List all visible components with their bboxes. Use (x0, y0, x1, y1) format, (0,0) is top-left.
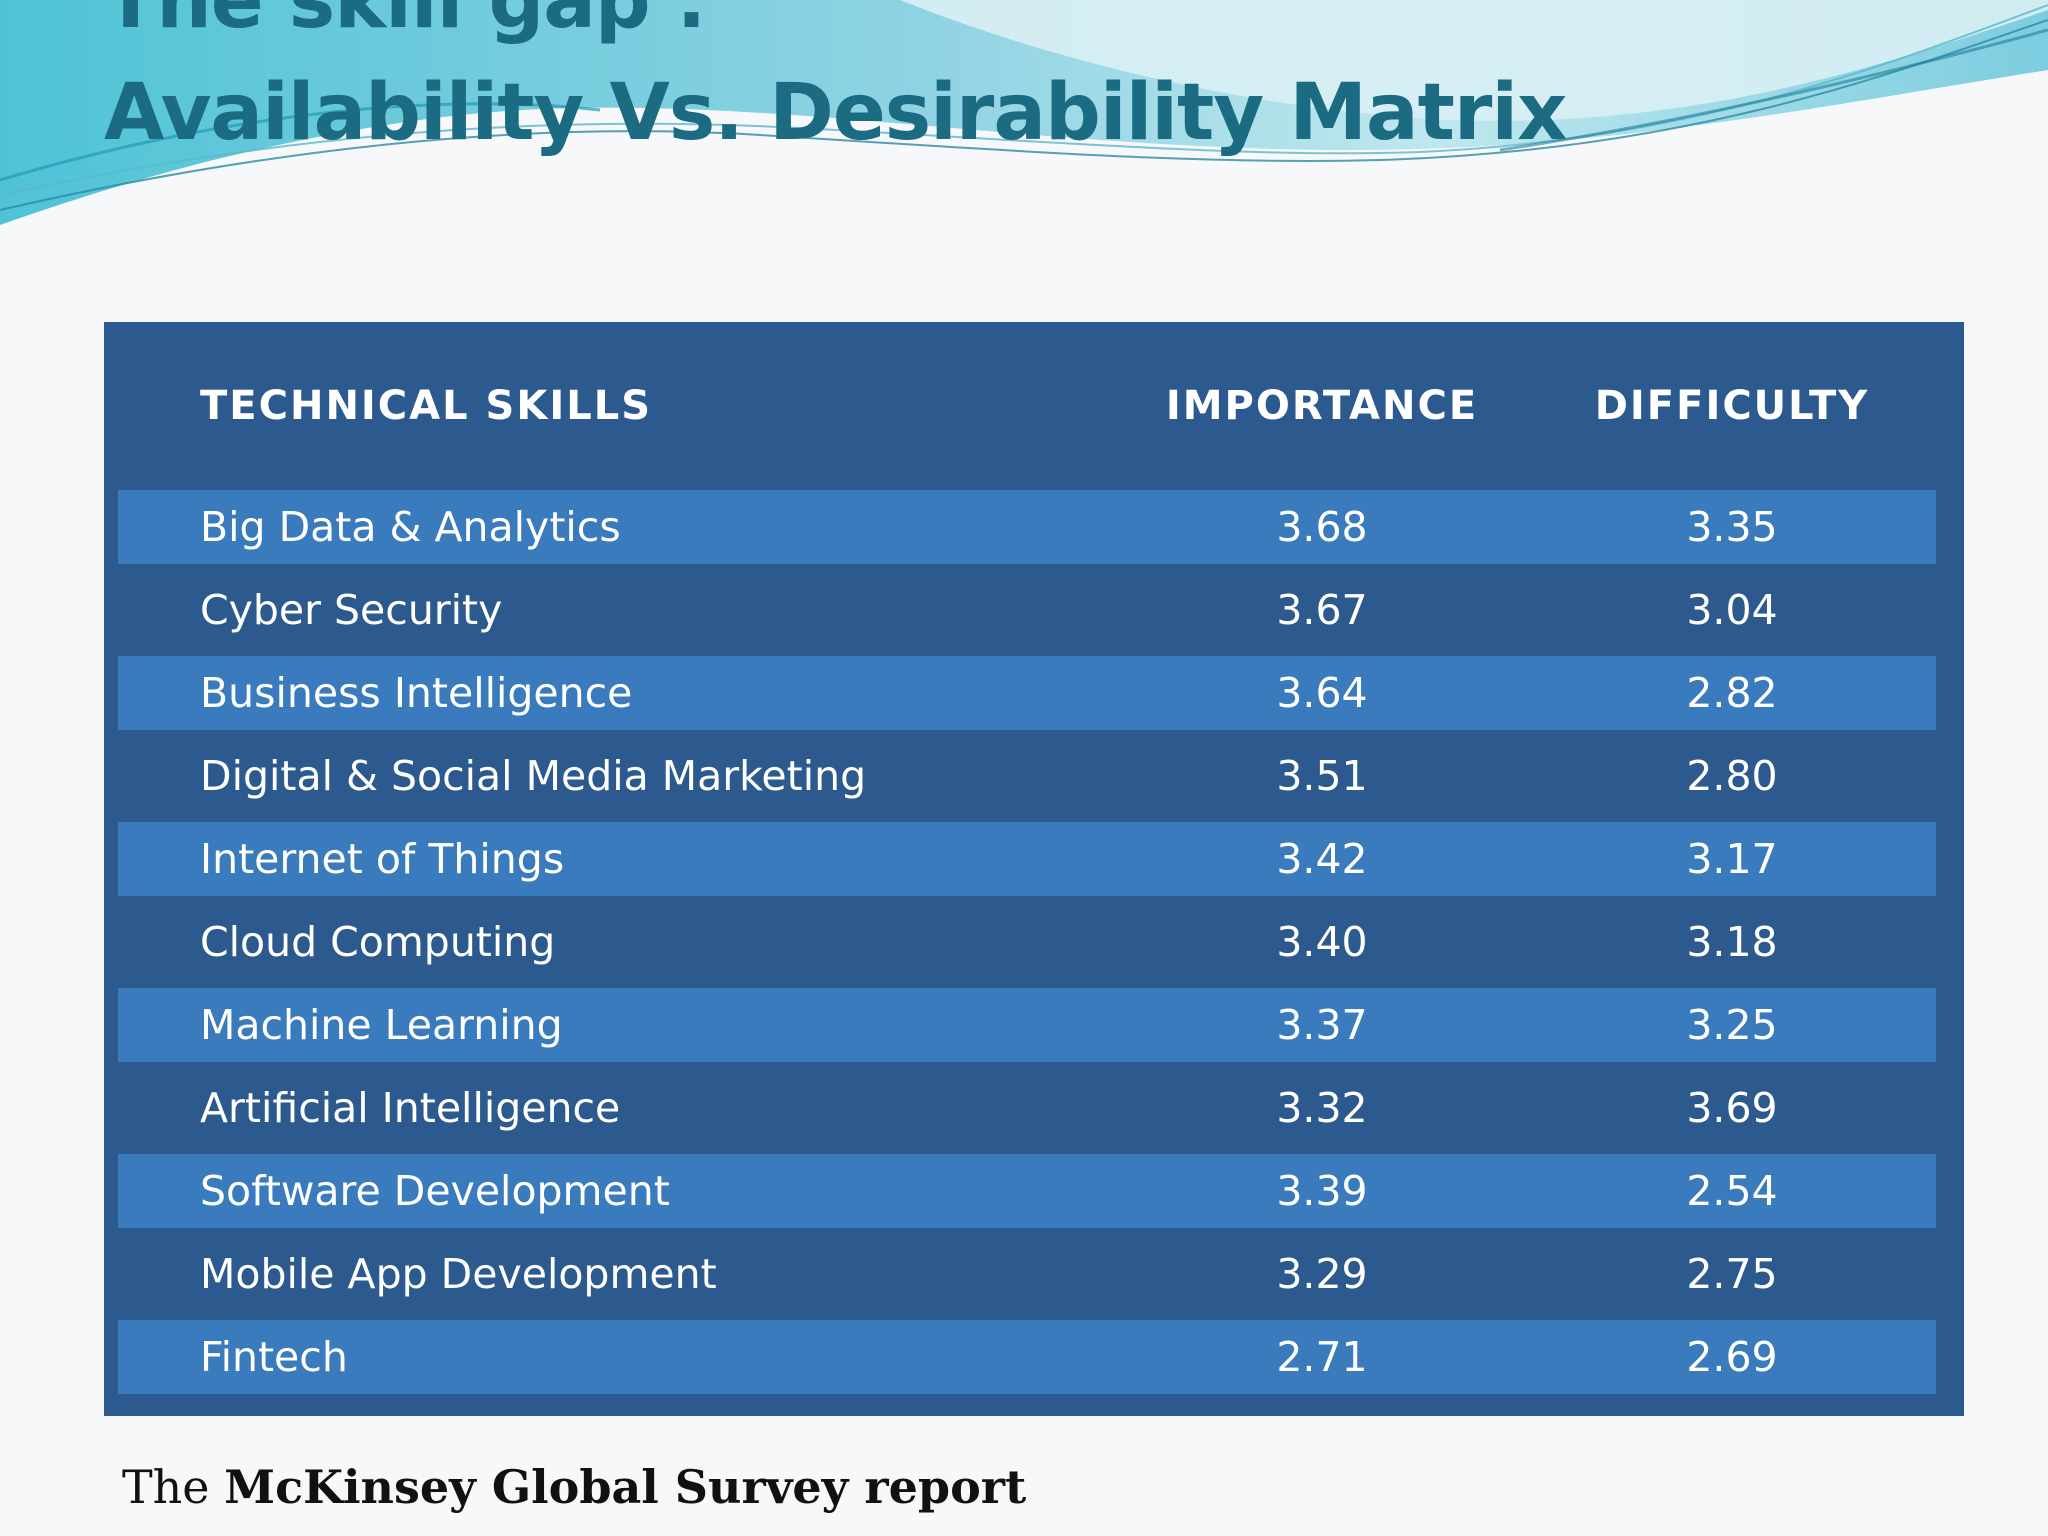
importance-cell: 3.68 (1276, 503, 1368, 551)
difficulty-cell: 2.80 (1686, 752, 1778, 800)
difficulty-cell: 3.17 (1686, 835, 1778, 883)
slide-title-line-1: The skill gap : (104, 0, 707, 46)
skill-name-cell: Business Intelligence (200, 669, 633, 717)
importance-cell: 3.67 (1276, 586, 1368, 634)
skill-name-cell: Internet of Things (200, 835, 565, 883)
difficulty-cell: 3.69 (1686, 1084, 1778, 1132)
skill-name-cell: Fintech (200, 1333, 348, 1381)
table-header-row: TECHNICAL SKILLS IMPORTANCE DIFFICULTY (104, 322, 1964, 490)
table-row: Big Data & Analytics 3.68 3.35 (118, 490, 1936, 564)
difficulty-cell: 2.54 (1686, 1167, 1778, 1215)
importance-cell: 3.40 (1276, 918, 1368, 966)
difficulty-cell: 3.25 (1686, 1001, 1778, 1049)
source-caption: The McKinsey Global Survey report (122, 1462, 1026, 1513)
skill-name-cell: Big Data & Analytics (200, 503, 621, 551)
difficulty-cell: 2.82 (1686, 669, 1778, 717)
source-name: McKinsey Global Survey report (224, 1460, 1027, 1514)
importance-cell: 3.32 (1276, 1084, 1368, 1132)
skill-name-cell: Digital & Social Media Marketing (200, 752, 867, 800)
skills-table: TECHNICAL SKILLS IMPORTANCE DIFFICULTY B… (104, 322, 1964, 1416)
table-row: Internet of Things 3.42 3.17 (118, 822, 1936, 896)
table-row: Mobile App Development 3.29 2.75 (118, 1237, 1936, 1311)
importance-cell: 3.37 (1276, 1001, 1368, 1049)
importance-cell: 3.42 (1276, 835, 1368, 883)
column-header-technical-skills: TECHNICAL SKILLS (200, 383, 652, 429)
column-header-difficulty: DIFFICULTY (1594, 383, 1870, 429)
skill-name-cell: Software Development (200, 1167, 670, 1215)
slide-title-line-2: Availability Vs. Desirability Matrix (104, 68, 1567, 158)
difficulty-cell: 2.75 (1686, 1250, 1778, 1298)
skill-name-cell: Machine Learning (200, 1001, 563, 1049)
table-row: Business Intelligence 3.64 2.82 (118, 656, 1936, 730)
table-row: Software Development 3.39 2.54 (118, 1154, 1936, 1228)
table-row: Digital & Social Media Marketing 3.51 2.… (118, 739, 1936, 813)
importance-cell: 3.64 (1276, 669, 1368, 717)
table-row: Artificial Intelligence 3.32 3.69 (118, 1071, 1936, 1145)
column-header-importance: IMPORTANCE (1165, 383, 1479, 429)
header-wave-decoration (0, 0, 2048, 225)
skill-name-cell: Artificial Intelligence (200, 1084, 621, 1132)
table-row: Fintech 2.71 2.69 (118, 1320, 1936, 1394)
importance-cell: 3.39 (1276, 1167, 1368, 1215)
skill-name-cell: Mobile App Development (200, 1250, 717, 1298)
table-row: Machine Learning 3.37 3.25 (118, 988, 1936, 1062)
importance-cell: 3.51 (1276, 752, 1368, 800)
source-prefix: The (122, 1460, 225, 1514)
skill-name-cell: Cyber Security (200, 586, 503, 634)
skill-name-cell: Cloud Computing (200, 918, 556, 966)
table-row: Cloud Computing 3.40 3.18 (118, 905, 1936, 979)
table-row: Cyber Security 3.67 3.04 (118, 573, 1936, 647)
difficulty-cell: 3.04 (1686, 586, 1778, 634)
difficulty-cell: 2.69 (1686, 1333, 1778, 1381)
importance-cell: 2.71 (1276, 1333, 1368, 1381)
difficulty-cell: 3.18 (1686, 918, 1778, 966)
difficulty-cell: 3.35 (1686, 503, 1778, 551)
importance-cell: 3.29 (1276, 1250, 1368, 1298)
